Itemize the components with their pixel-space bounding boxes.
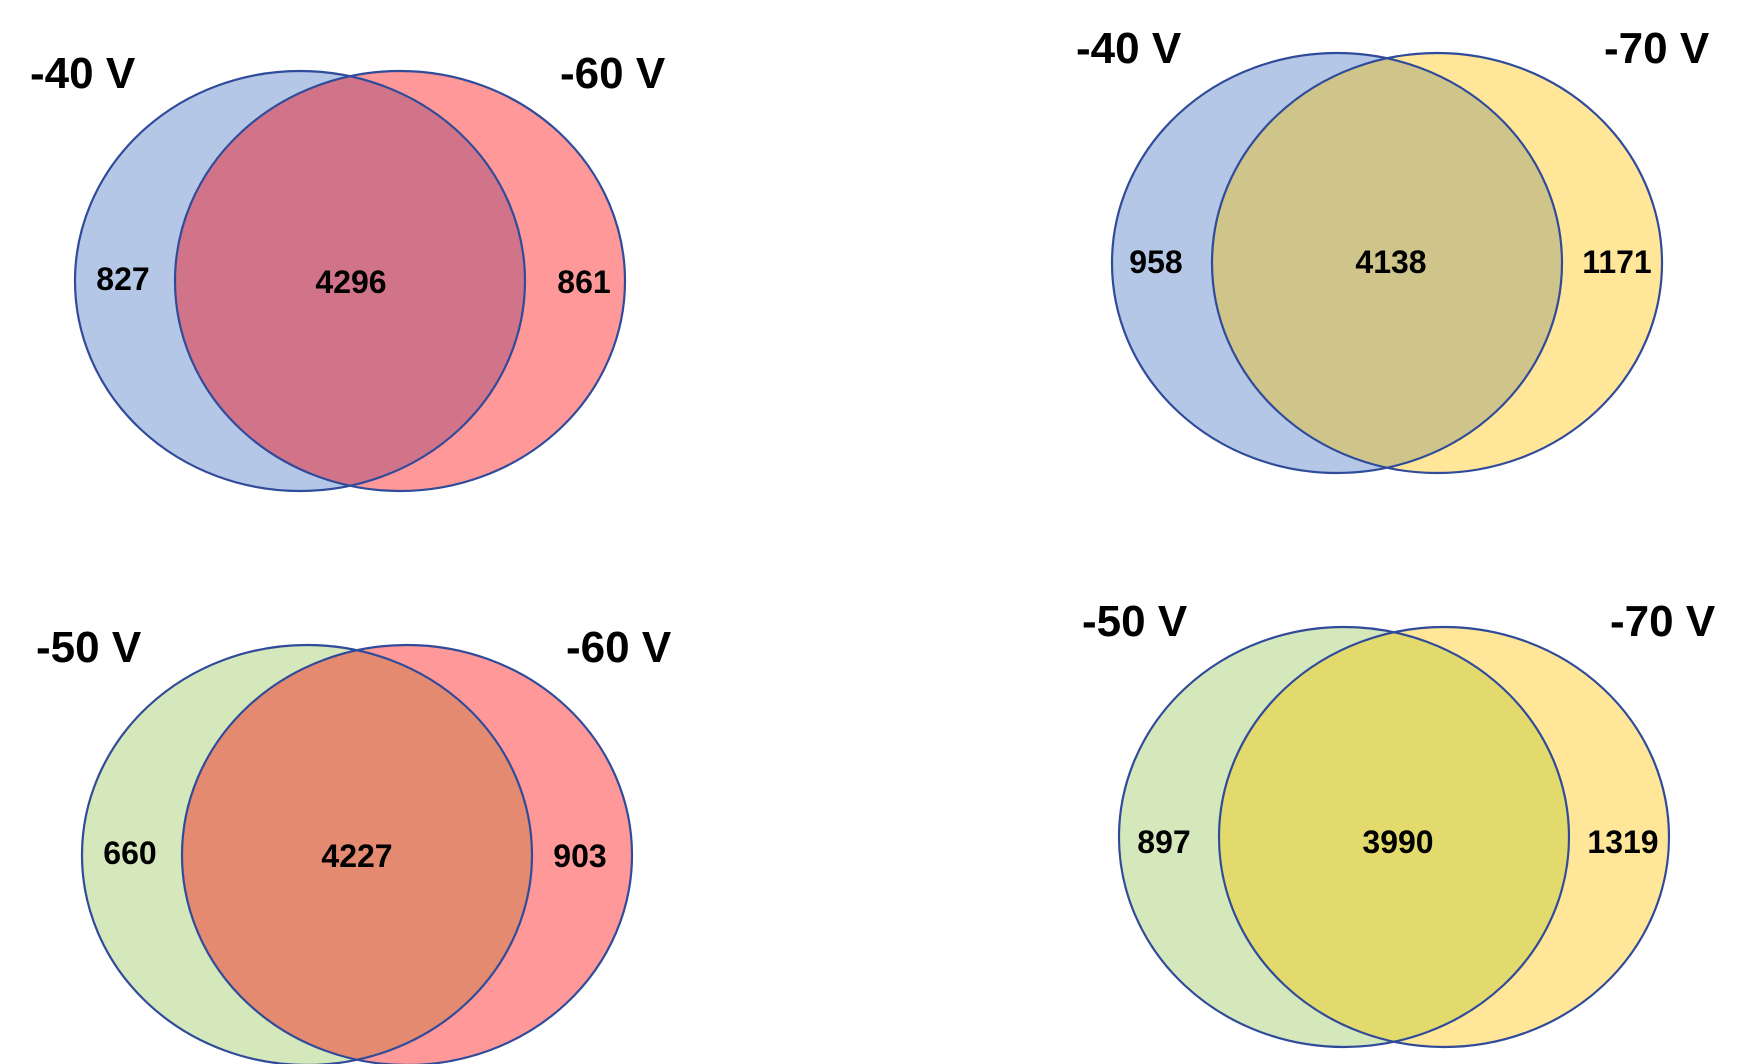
venn-4-right-only-count: 1319 — [1587, 824, 1658, 860]
venn-2-left-only-count: 958 — [1129, 244, 1182, 280]
venn-3-right-label: -60 V — [566, 623, 672, 672]
venn-3-left-label: -50 V — [36, 623, 142, 672]
venn-1-left-label: -40 V — [30, 49, 136, 98]
venn-3-right-outline — [180, 643, 634, 1064]
venn-2-left-outline — [1110, 51, 1564, 475]
venn-3-overlap-count: 4227 — [321, 838, 392, 874]
venn-3-left-outline — [80, 643, 534, 1064]
venn-2-right-outline — [1210, 51, 1664, 475]
venn-4-left-label: -50 V — [1082, 597, 1188, 646]
venn-diagram-2: -40 V -70 V 958 4138 1171 — [1076, 24, 1710, 475]
venn-4-left-only-count: 897 — [1137, 824, 1190, 860]
venn-4-overlap-count: 3990 — [1362, 824, 1433, 860]
venn-1-left-outline — [73, 69, 527, 493]
venn-4-right-label: -70 V — [1610, 597, 1716, 646]
venn-diagram-1: -40 V -60 V 827 4296 861 — [30, 49, 666, 493]
venn-1-left-only-count: 827 — [96, 261, 149, 297]
venn-3-left-only-count: 660 — [103, 835, 156, 871]
venn-diagram-3: -50 V -60 V 660 4227 903 — [36, 623, 672, 1064]
venn-3-right-only-count: 903 — [553, 838, 606, 874]
venn-1-right-outline — [173, 69, 627, 493]
venn-2-left-label: -40 V — [1076, 24, 1182, 73]
venn-2-right-only-count: 1171 — [1582, 244, 1651, 280]
venn-1-right-only-count: 861 — [557, 264, 610, 300]
venn-4-right-outline — [1217, 625, 1671, 1049]
venn-4-left-outline — [1117, 625, 1571, 1049]
venn-2-right-label: -70 V — [1604, 24, 1710, 73]
venn-2-overlap-count: 4138 — [1355, 244, 1426, 280]
venn-diagram-4: -50 V -70 V 897 3990 1319 — [1082, 597, 1716, 1049]
venn-1-right-label: -60 V — [560, 49, 666, 98]
venn-1-overlap-count: 4296 — [315, 264, 386, 300]
